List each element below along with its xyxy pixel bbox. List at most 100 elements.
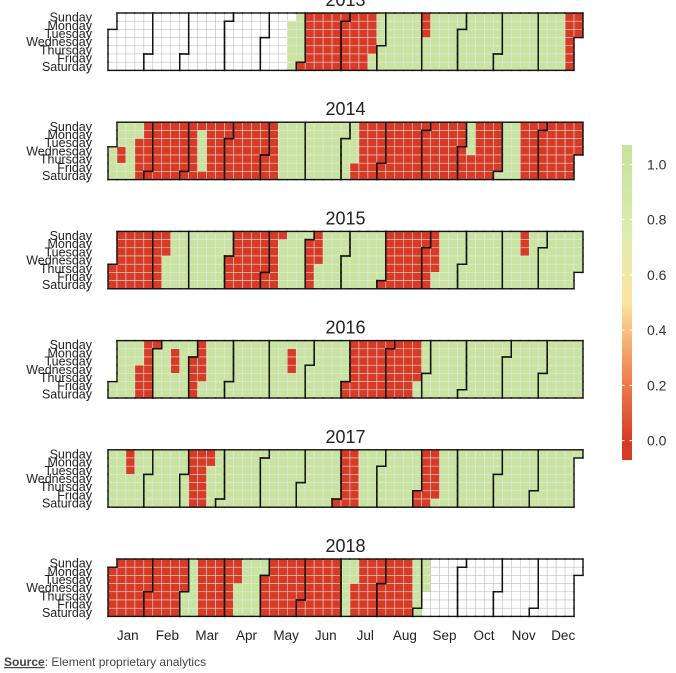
day-cell: [537, 171, 548, 180]
day-cell: [134, 389, 145, 399]
day-cell: [286, 138, 297, 148]
day-cell: [304, 239, 315, 249]
day-cell: [349, 255, 360, 265]
day-cell: [385, 12, 396, 22]
day-cell: [331, 280, 342, 290]
day-cell: [412, 583, 422, 593]
empty-day: [493, 558, 503, 568]
day-cell: [403, 566, 413, 576]
day-cell: [313, 599, 324, 609]
day-cell: [511, 348, 521, 358]
day-cell: [188, 566, 198, 576]
day-cell: [116, 239, 127, 249]
day-cell: [107, 599, 118, 609]
empty-day: [170, 61, 180, 71]
day-cell: [537, 255, 548, 265]
day-cell: [385, 162, 396, 172]
day-cell: [385, 449, 396, 459]
empty-day: [215, 12, 225, 22]
day-cell: [179, 607, 189, 617]
day-cell: [457, 457, 467, 467]
day-cell: [322, 356, 333, 366]
day-cell: [269, 340, 279, 350]
day-cell: [340, 121, 351, 131]
month-label: Nov: [512, 628, 536, 643]
day-cell: [313, 575, 324, 584]
day-cell: [340, 449, 351, 459]
day-cell: [170, 490, 180, 500]
day-cell: [564, 146, 575, 156]
day-cell: [179, 138, 189, 148]
colorbar-tick-label: 0.8: [647, 212, 667, 228]
day-cell: [242, 583, 252, 593]
day-cell: [457, 29, 467, 38]
day-cell: [358, 356, 369, 366]
day-cell: [269, 364, 279, 374]
day-cell: [322, 61, 333, 71]
day-cell: [349, 583, 360, 593]
day-cell: [412, 356, 422, 366]
day-cell: [349, 364, 360, 374]
day-cell: [484, 364, 494, 374]
day-cell: [134, 121, 145, 131]
day-cell: [520, 61, 530, 71]
day-cell: [430, 171, 440, 180]
empty-day: [251, 61, 261, 71]
day-cell: [152, 498, 163, 508]
day-cell: [340, 340, 351, 350]
empty-day: [125, 45, 136, 55]
day-cell: [242, 255, 252, 265]
day-cell: [206, 255, 216, 265]
day-cell: [564, 457, 575, 467]
empty-day: [251, 53, 261, 63]
day-cell: [188, 154, 198, 164]
day-cell: [358, 474, 369, 483]
day-cell: [107, 263, 118, 273]
day-cell: [322, 364, 333, 374]
empty-day: [251, 37, 261, 47]
empty-day: [179, 61, 189, 71]
day-cell: [134, 575, 145, 584]
day-cell: [331, 340, 342, 350]
day-cell: [358, 231, 369, 240]
day-cell: [349, 474, 360, 483]
empty-day: [143, 45, 154, 55]
day-cell: [412, 558, 422, 568]
day-cell: [269, 171, 279, 180]
day-cell: [394, 29, 405, 38]
day-cell: [179, 171, 189, 180]
day-cell: [528, 29, 539, 38]
empty-day: [143, 37, 154, 47]
empty-day: [511, 558, 521, 568]
day-cell: [242, 162, 252, 172]
day-cell: [116, 162, 127, 172]
day-cell: [457, 373, 467, 382]
day-cell: [197, 389, 207, 399]
day-cell: [134, 162, 145, 172]
day-cell: [394, 348, 405, 358]
day-cell: [161, 263, 171, 273]
day-cell: [537, 45, 548, 55]
day-cell: [260, 607, 270, 617]
day-cell: [520, 162, 530, 172]
empty-day: [278, 53, 288, 63]
empty-day: [537, 607, 548, 617]
day-cell: [331, 247, 342, 257]
day-cell: [511, 340, 521, 350]
day-cell: [511, 130, 521, 139]
empty-day: [573, 566, 584, 576]
month-label: Jan: [117, 628, 139, 643]
day-cell: [502, 231, 512, 240]
day-label: Wednesday: [26, 254, 93, 268]
day-cell: [502, 498, 512, 508]
day-cell: [143, 138, 154, 148]
day-cell: [439, 465, 449, 475]
day-cell: [107, 566, 118, 576]
day-cell: [215, 356, 225, 366]
day-cell: [340, 12, 351, 22]
day-cell: [376, 583, 387, 593]
day-cell: [439, 247, 449, 257]
day-cell: [197, 247, 207, 257]
day-cell: [466, 130, 476, 139]
day-cell: [430, 154, 440, 164]
